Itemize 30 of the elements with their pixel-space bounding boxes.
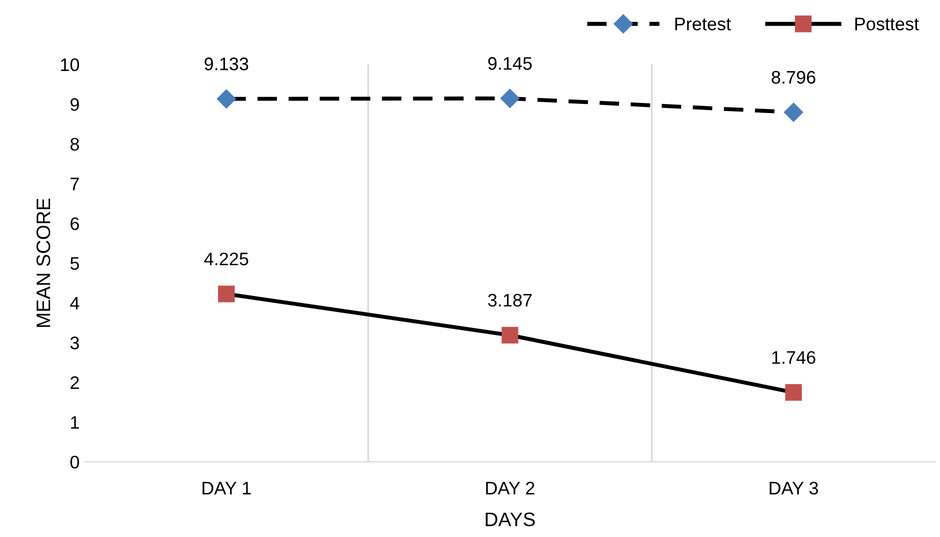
y-tick-label: 10	[61, 58, 80, 72]
y-axis-title: MEAN SCORE	[36, 198, 50, 327]
y-tick-label: 3	[70, 336, 79, 350]
y-tick-label: 0	[70, 456, 80, 469]
y-tick-label: 2	[70, 376, 79, 389]
y-tick-label: 8	[70, 138, 79, 151]
x-tick-label: DAY 1	[202, 482, 251, 494]
data-label: 3.187	[488, 294, 532, 307]
x-tick-label: DAY 3	[770, 482, 818, 495]
x-axis-title: DAYS	[486, 512, 535, 526]
point	[784, 102, 804, 122]
x-tick-label: DAY 2	[486, 482, 534, 494]
legend-label: Pretest	[675, 18, 731, 30]
point	[216, 89, 236, 108]
y-tick-label: 1	[71, 416, 79, 429]
point	[500, 88, 520, 108]
point	[218, 286, 235, 302]
y-tick-label: 5	[70, 257, 79, 270]
y-tick-label: 6	[70, 217, 79, 230]
legend-label: Posttest	[855, 18, 919, 30]
y-tick-label: 4	[70, 296, 80, 310]
data-label: 9.145	[488, 57, 532, 70]
data-label: 8.796	[772, 70, 816, 84]
data-label: 9.133	[204, 58, 248, 70]
data-label: 1.746	[772, 351, 816, 364]
y-tick-label: 7	[70, 178, 79, 190]
data-label: 4.225	[204, 252, 248, 266]
point	[785, 384, 802, 401]
point	[502, 326, 518, 344]
y-tick-label: 9	[70, 98, 79, 111]
